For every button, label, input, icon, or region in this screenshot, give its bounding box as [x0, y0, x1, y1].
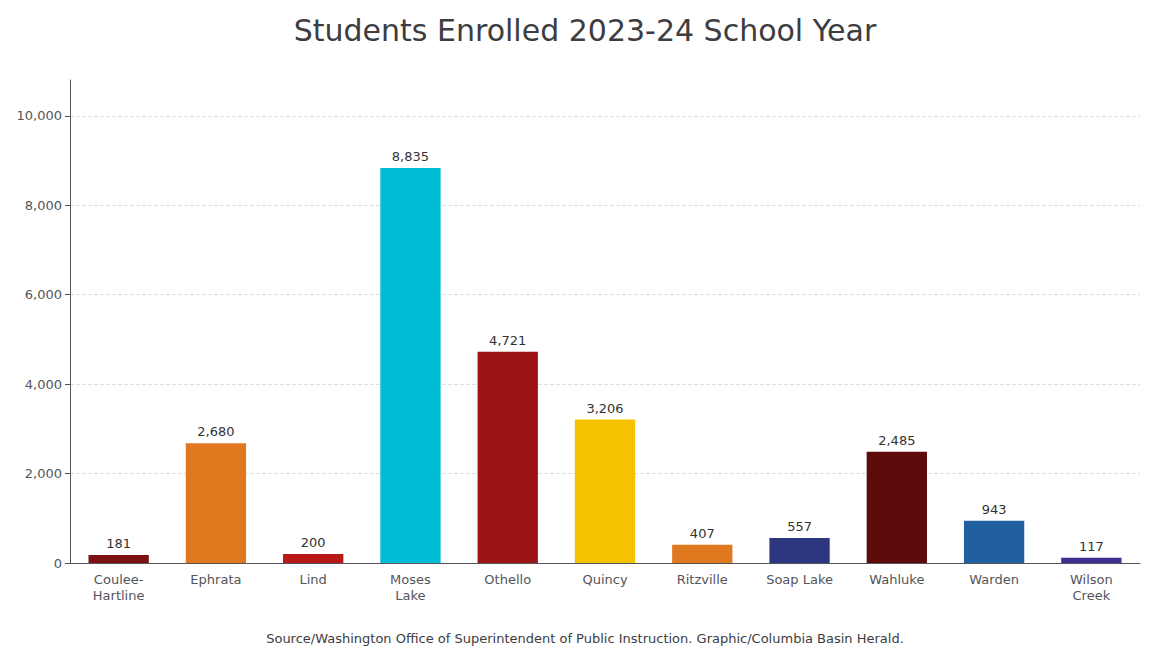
svg-text:0: 0 — [54, 556, 62, 571]
svg-text:Wahluke: Wahluke — [869, 572, 924, 587]
svg-text:3,206: 3,206 — [586, 401, 623, 416]
svg-text:2,000: 2,000 — [25, 466, 62, 481]
svg-text:557: 557 — [787, 519, 812, 534]
svg-text:Source/Washington Office of Su: Source/Washington Office of Superintende… — [266, 631, 904, 646]
svg-text:Wilson: Wilson — [1070, 572, 1113, 587]
svg-text:2,680: 2,680 — [197, 424, 234, 439]
svg-text:117: 117 — [1079, 539, 1104, 554]
svg-text:4,000: 4,000 — [25, 377, 62, 392]
svg-text:10,000: 10,000 — [17, 108, 63, 123]
svg-text:8,835: 8,835 — [392, 149, 429, 164]
svg-text:Soap Lake: Soap Lake — [766, 572, 833, 587]
svg-text:Creek: Creek — [1073, 588, 1111, 603]
svg-text:Lind: Lind — [300, 572, 327, 587]
svg-text:2,485: 2,485 — [878, 433, 915, 448]
svg-text:8,000: 8,000 — [25, 198, 62, 213]
svg-text:200: 200 — [301, 535, 326, 550]
svg-text:181: 181 — [106, 536, 131, 551]
svg-text:Warden: Warden — [969, 572, 1019, 587]
svg-text:Coulee-: Coulee- — [94, 572, 144, 587]
svg-text:407: 407 — [690, 526, 715, 541]
svg-text:4,721: 4,721 — [489, 333, 526, 348]
svg-text:Students Enrolled 2023-24 Scho: Students Enrolled 2023-24 School Year — [294, 13, 877, 48]
svg-text:6,000: 6,000 — [25, 287, 62, 302]
svg-text:Ephrata: Ephrata — [190, 572, 241, 587]
svg-text:Ritzville: Ritzville — [677, 572, 728, 587]
svg-text:Hartline: Hartline — [93, 588, 145, 603]
svg-text:Othello: Othello — [484, 572, 531, 587]
svg-text:Quincy: Quincy — [582, 572, 627, 587]
svg-text:943: 943 — [982, 502, 1007, 517]
svg-text:Lake: Lake — [395, 588, 425, 603]
svg-text:Moses: Moses — [390, 572, 431, 587]
